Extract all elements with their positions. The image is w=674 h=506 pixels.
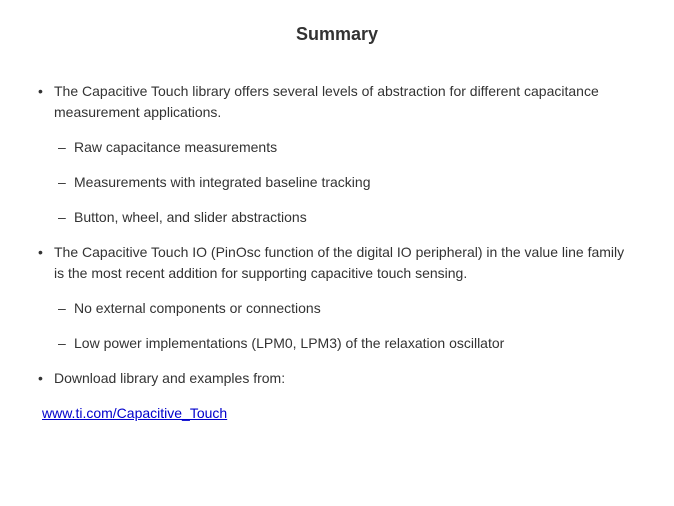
sub-bullet-list: Raw capacitance measurements Measurement… [54, 137, 638, 228]
bullet-list: The Capacitive Touch library offers seve… [36, 81, 638, 389]
download-link[interactable]: www.ti.com/Capacitive_Touch [42, 405, 227, 421]
bullet-text: The Capacitive Touch IO (PinOsc function… [54, 244, 624, 281]
bullet-item: The Capacitive Touch IO (PinOsc function… [36, 242, 638, 354]
sub-bullet-item: Low power implementations (LPM0, LPM3) o… [54, 333, 638, 354]
bullet-text: The Capacitive Touch library offers seve… [54, 83, 599, 120]
sub-bullet-item: No external components or connections [54, 298, 638, 319]
bullet-text: Download library and examples from: [54, 370, 285, 386]
sub-bullet-item: Raw capacitance measurements [54, 137, 638, 158]
sub-bullet-list: No external components or connections Lo… [54, 298, 638, 354]
bullet-item: Download library and examples from: [36, 368, 638, 389]
bullet-item: The Capacitive Touch library offers seve… [36, 81, 638, 228]
slide-content: The Capacitive Touch library offers seve… [36, 81, 638, 424]
slide-title: Summary [36, 24, 638, 45]
sub-bullet-item: Measurements with integrated baseline tr… [54, 172, 638, 193]
link-row: www.ti.com/Capacitive_Touch [36, 403, 638, 424]
sub-bullet-item: Button, wheel, and slider abstractions [54, 207, 638, 228]
